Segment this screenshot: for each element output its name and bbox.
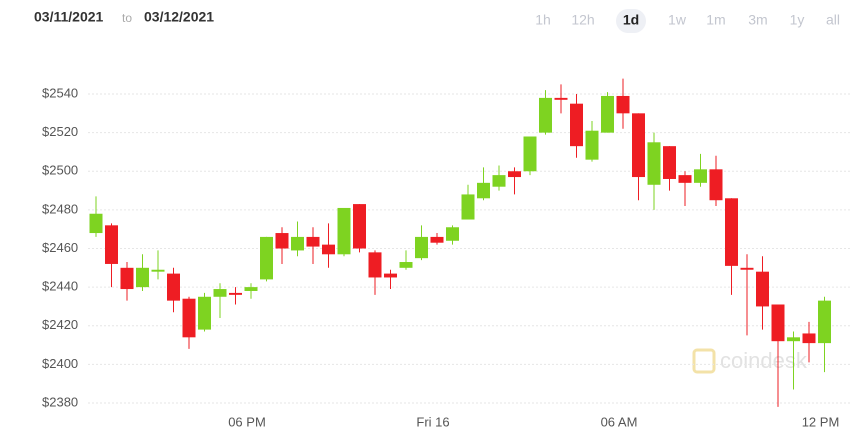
- candle-body: [725, 198, 738, 266]
- candle-body: [182, 298, 196, 338]
- range-option[interactable]: 1y: [790, 12, 805, 28]
- candle-body: [492, 175, 506, 187]
- candle-body: [167, 273, 180, 301]
- x-tick-label: 06 AM: [601, 414, 638, 429]
- y-tick-label: $2500: [42, 163, 78, 178]
- range-option[interactable]: 1d: [623, 12, 639, 28]
- range-option[interactable]: 1w: [668, 12, 687, 28]
- y-tick-label: $2480: [42, 201, 78, 216]
- candle-body: [368, 252, 382, 278]
- candle-body: [105, 225, 118, 264]
- candle-body: [585, 130, 599, 160]
- range-options: 1h 12h 1d 1w 1m 3m 1y all: [535, 9, 840, 33]
- candle-body: [244, 287, 258, 291]
- candle-body: [151, 269, 165, 272]
- candle-body: [337, 207, 351, 255]
- candle-body: [477, 182, 490, 199]
- y-tick-label: $2380: [42, 394, 78, 409]
- candle-body: [647, 142, 661, 185]
- candle-body: [136, 267, 149, 288]
- candle-body: [709, 169, 723, 201]
- candle-body: [229, 292, 242, 295]
- date-from: 03/11/2021: [34, 9, 104, 25]
- candle-body: [430, 236, 444, 243]
- candle-body: [678, 175, 692, 183]
- candle-body: [663, 146, 676, 179]
- candle-body: [787, 337, 800, 342]
- candle-body: [89, 213, 103, 234]
- candle-body: [399, 262, 413, 268]
- x-tick-label: Fri 16: [416, 414, 449, 429]
- candle-body: [740, 267, 754, 270]
- candle-body: [446, 227, 459, 241]
- y-tick-label: $2460: [42, 240, 78, 255]
- range-option[interactable]: 12h: [571, 12, 594, 28]
- candle-body: [771, 304, 785, 342]
- candle-body: [120, 267, 134, 290]
- y-tick-label: $2520: [42, 124, 78, 139]
- range-option[interactable]: 3m: [748, 12, 767, 28]
- candle-body: [322, 244, 335, 255]
- candle-body: [508, 171, 521, 178]
- candle-body: [353, 204, 366, 249]
- candle-body: [802, 333, 816, 344]
- candle-body: [539, 97, 552, 133]
- candle-body: [570, 103, 583, 147]
- y-tick-label: $2540: [42, 85, 78, 100]
- candle-body: [554, 97, 568, 100]
- range-option[interactable]: all: [826, 12, 840, 28]
- watermark-icon: [692, 348, 716, 374]
- date-to: 03/12/2021: [144, 9, 214, 25]
- candle-body: [818, 300, 831, 344]
- range-option[interactable]: 1m: [706, 12, 725, 28]
- candle-body: [523, 136, 537, 172]
- range-active-bg: [616, 9, 646, 33]
- candle-body: [632, 113, 645, 178]
- candle-body: [461, 194, 475, 220]
- candle-body: [275, 233, 289, 249]
- candle-body: [291, 236, 304, 251]
- candle-body: [213, 289, 227, 297]
- candle-body: [260, 236, 273, 280]
- x-tick-label: 06 PM: [228, 414, 266, 429]
- date-separator: to: [122, 11, 132, 25]
- candle-body: [616, 95, 630, 114]
- watermark: coindesk: [720, 348, 808, 373]
- candle-body: [384, 273, 397, 278]
- candle-body: [756, 271, 769, 307]
- candle-body: [306, 236, 320, 247]
- y-tick-label: $2400: [42, 356, 78, 371]
- x-tick-label: 12 PM: [802, 414, 840, 429]
- candle-body: [601, 95, 614, 133]
- y-tick-label: $2420: [42, 317, 78, 332]
- candle-body: [415, 236, 428, 259]
- candle-body: [694, 169, 707, 183]
- range-option[interactable]: 1h: [535, 12, 551, 28]
- candle-body: [198, 296, 211, 330]
- y-tick-label: $2440: [42, 279, 78, 294]
